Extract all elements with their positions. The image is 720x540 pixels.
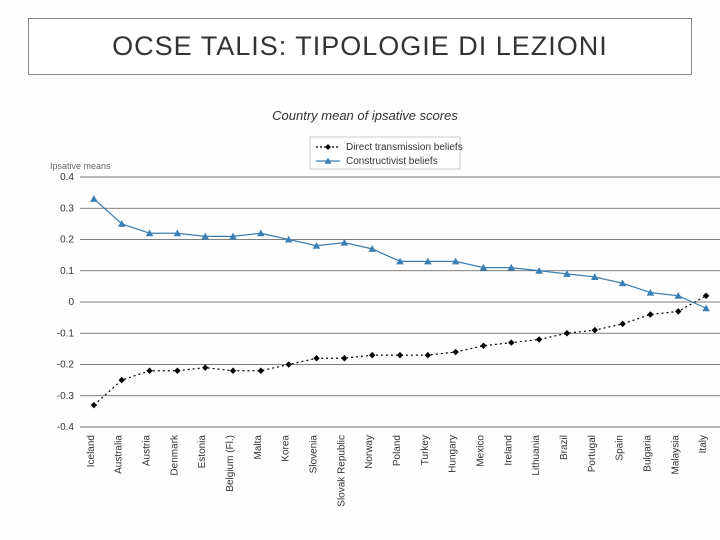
triangle-marker xyxy=(702,304,710,311)
diamond-marker xyxy=(146,368,152,374)
diamond-marker xyxy=(592,327,598,333)
diamond-marker xyxy=(397,352,403,358)
x-category-label: Ireland xyxy=(503,435,514,466)
x-category-label: Slovenia xyxy=(309,435,320,474)
diamond-marker xyxy=(285,361,291,367)
x-category-label: Portugal xyxy=(587,435,598,472)
x-category-label: Malaysia xyxy=(670,435,681,475)
y-tick-label: -0.3 xyxy=(57,391,75,402)
diamond-marker xyxy=(202,364,208,370)
x-category-label: Turkey xyxy=(420,435,431,465)
y-tick-label: 0.4 xyxy=(60,172,74,183)
page-title: OCSE TALIS: TIPOLOGIE DI LEZIONI xyxy=(47,31,673,62)
x-category-label: Denmark xyxy=(169,434,180,476)
y-axis-title: Ipsative means xyxy=(50,161,111,171)
diamond-marker xyxy=(508,339,514,345)
diamond-marker xyxy=(174,368,180,374)
x-category-label: Bulgaria xyxy=(642,435,653,472)
y-tick-label: 0.3 xyxy=(60,203,74,214)
diamond-marker xyxy=(647,311,653,317)
diamond-marker xyxy=(91,402,97,408)
diamond-marker xyxy=(230,368,236,374)
diamond-marker xyxy=(313,355,319,361)
x-category-label: Iceland xyxy=(86,435,97,467)
x-category-label: Austria xyxy=(142,435,153,467)
diamond-marker xyxy=(675,308,681,314)
diamond-marker xyxy=(119,377,125,383)
x-category-label: Italy xyxy=(698,435,709,453)
x-category-label: Spain xyxy=(615,435,626,461)
x-category-label: Australia xyxy=(114,435,125,474)
x-category-label: Estonia xyxy=(197,435,208,469)
ipsative-chart: -0.4 -0.3 -0.2 -0.1 0 0.1 0.2 0.3 0.4Ipsative me… xyxy=(30,127,720,527)
triangle-marker xyxy=(257,229,265,236)
diamond-marker xyxy=(536,336,542,342)
chart-container: Country mean of ipsative scores -0.4 -0.3… xyxy=(30,100,700,520)
diamond-marker xyxy=(703,293,709,299)
x-category-label: Norway xyxy=(364,435,375,469)
y-tick-label: 0.2 xyxy=(60,235,74,246)
y-tick-label: -0.2 xyxy=(57,360,75,371)
diamond-marker xyxy=(564,330,570,336)
y-tick-label: -0.4 xyxy=(57,422,75,433)
diamond-marker xyxy=(425,352,431,358)
x-category-label: Malta xyxy=(253,435,264,460)
x-category-label: Korea xyxy=(281,435,292,462)
y-tick-label: 0.1 xyxy=(60,266,74,277)
diamond-marker xyxy=(341,355,347,361)
title-container: OCSE TALIS: TIPOLOGIE DI LEZIONI xyxy=(28,18,692,75)
series-line xyxy=(94,199,706,308)
series-line xyxy=(94,296,706,405)
x-category-label: Lithuania xyxy=(531,435,542,476)
x-category-label: Belgium (Fl.) xyxy=(225,435,236,492)
diamond-marker xyxy=(452,349,458,355)
legend-label: Direct transmission beliefs xyxy=(346,142,463,153)
x-category-label: Hungary xyxy=(448,435,459,473)
x-category-label: Slovak Republic xyxy=(336,435,347,507)
chart-subtitle: Country mean of ipsative scores xyxy=(30,108,700,123)
x-category-label: Brazil xyxy=(559,435,570,460)
triangle-marker xyxy=(90,195,98,202)
diamond-marker xyxy=(480,343,486,349)
x-category-label: Poland xyxy=(392,435,403,466)
x-category-label: Mexico xyxy=(475,435,486,467)
diamond-marker xyxy=(619,321,625,327)
y-tick-label: 0 xyxy=(68,297,74,308)
diamond-marker xyxy=(369,352,375,358)
y-tick-label: -0.1 xyxy=(57,328,75,339)
legend-label: Constructivist beliefs xyxy=(346,156,438,167)
diamond-marker xyxy=(258,368,264,374)
